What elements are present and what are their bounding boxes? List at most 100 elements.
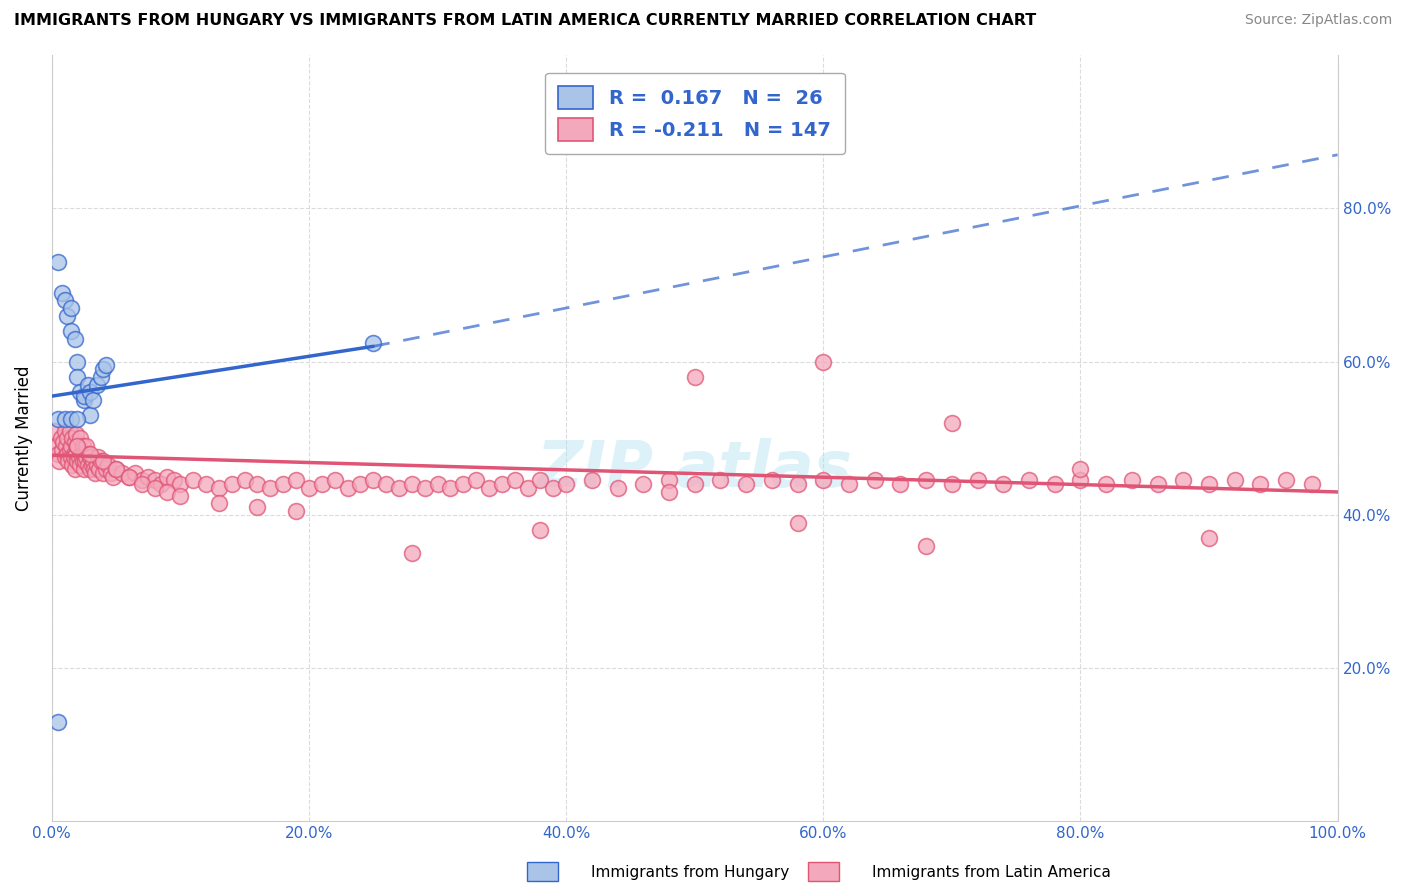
Point [401,546,423,560]
Point [163,474,186,488]
Point [709,474,731,488]
Point [56,431,79,445]
Point [46,412,69,426]
Point [70,447,93,461]
Point [181,474,204,488]
Point [503,474,526,488]
Point [735,477,758,491]
Point [336,481,359,495]
Point [77,447,100,461]
Point [94,462,117,476]
Point [73,389,96,403]
Point [66,439,89,453]
Point [62,447,84,461]
Point [941,416,963,430]
Point [606,481,628,495]
Point [48,454,70,468]
Point [311,477,333,491]
Point [55,439,77,453]
Point [66,370,89,384]
Point [51,442,73,457]
Point [79,409,101,423]
Point [131,474,153,488]
Point [413,481,436,495]
Point [56,447,79,461]
Point [53,293,76,308]
Point [915,474,938,488]
Point [1173,474,1195,488]
Point [124,466,146,480]
Point [79,447,101,461]
Point [156,485,179,500]
Point [658,485,681,500]
Point [60,301,83,315]
Point [100,466,122,480]
Point [169,477,191,491]
Point [105,462,128,476]
Point [91,362,114,376]
Text: ZIP atlas: ZIP atlas [537,438,852,500]
Point [75,454,97,468]
Point [541,481,564,495]
Point [323,474,346,488]
Point [73,462,96,476]
Point [1223,474,1246,488]
Point [76,458,98,472]
Point [87,450,110,465]
Point [516,481,538,495]
Point [90,370,112,384]
Point [1275,474,1298,488]
Point [169,489,191,503]
Point [86,377,108,392]
Point [76,439,98,453]
Point [69,458,91,472]
Point [79,462,101,476]
Point [683,370,706,384]
Point [1250,477,1272,491]
Point [131,477,153,491]
Point [271,477,294,491]
Point [79,385,101,400]
Point [63,435,86,450]
Point [76,377,98,392]
Point [46,255,69,269]
Point [683,477,706,491]
Point [491,477,513,491]
Point [375,477,398,491]
Point [60,431,83,445]
Point [56,309,79,323]
Point [285,504,308,518]
Point [863,474,886,488]
Point [58,454,80,468]
Point [73,392,96,407]
Point [83,462,105,476]
Point [72,454,94,468]
Point [388,481,411,495]
Point [1198,531,1220,545]
Point [60,450,83,465]
Point [69,431,91,445]
Point [89,462,111,476]
Point [143,481,166,495]
Point [889,477,911,491]
Point [439,481,461,495]
Point [966,474,988,488]
Point [79,450,101,465]
Point [84,466,107,480]
Point [156,469,179,483]
Point [1069,474,1091,488]
Point [1198,477,1220,491]
Point [46,447,69,461]
Point [80,458,103,472]
Point [298,481,321,495]
Point [53,412,76,426]
Point [529,474,551,488]
Point [633,477,655,491]
Point [361,474,384,488]
Point [60,458,83,472]
Point [195,477,218,491]
Point [1069,462,1091,476]
Point [65,447,87,461]
Point [1146,477,1168,491]
Point [90,454,112,468]
